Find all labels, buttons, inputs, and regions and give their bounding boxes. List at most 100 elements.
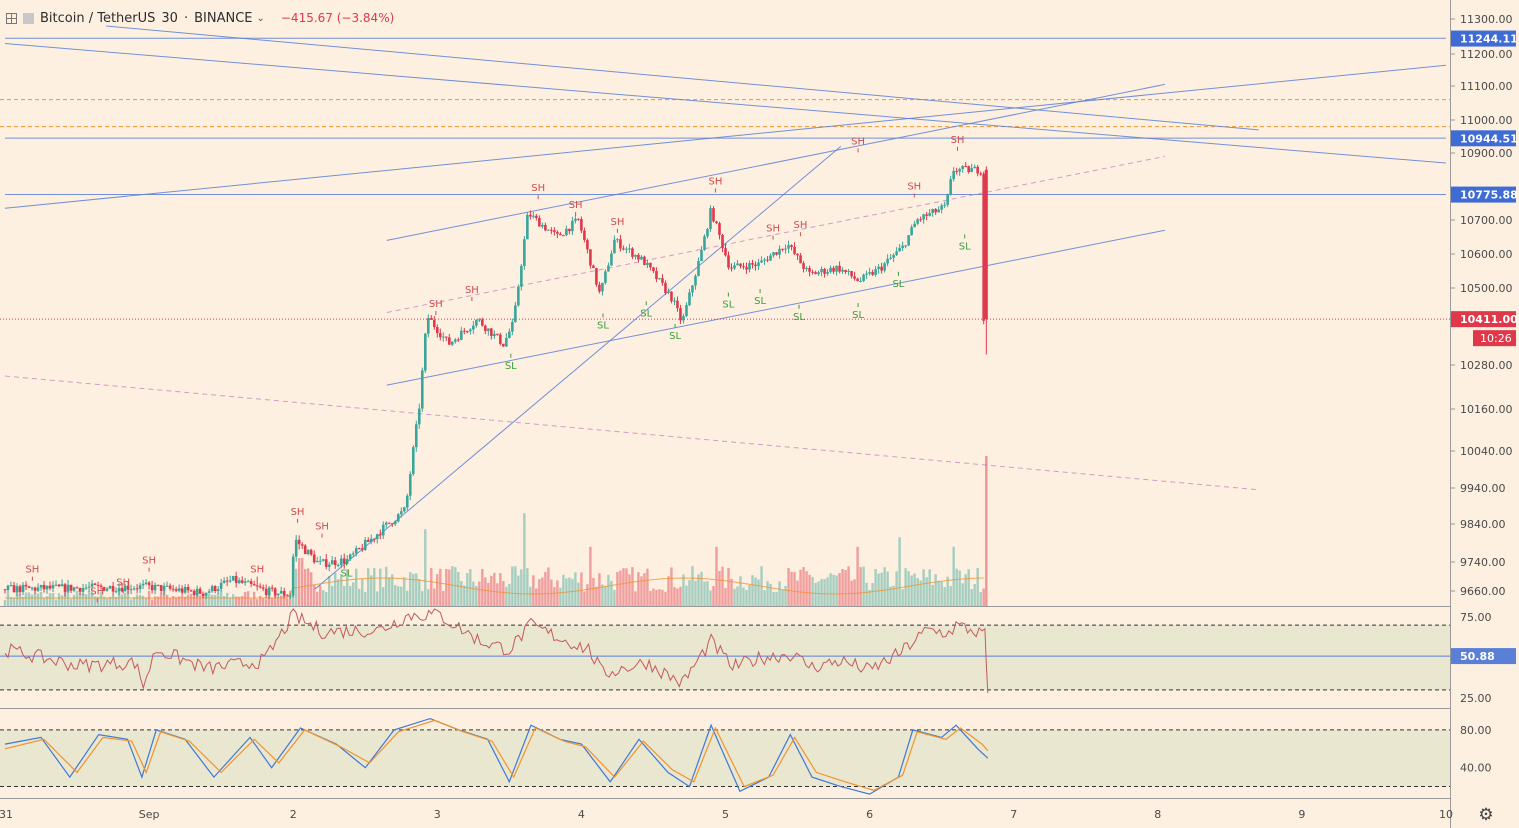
pivot-low-label: SL <box>341 568 353 579</box>
candle-body <box>15 586 19 593</box>
price-label-box[interactable] <box>1451 311 1516 328</box>
candle-body <box>228 580 232 582</box>
countdown-box <box>1473 330 1516 347</box>
volume-bar <box>835 575 838 606</box>
volume-bar <box>985 456 988 606</box>
candle-body <box>703 236 706 250</box>
candle-body <box>198 588 202 594</box>
interval-label[interactable]: 30 <box>161 10 178 26</box>
candle-body <box>892 254 895 258</box>
trendline[interactable] <box>386 155 1166 313</box>
volume-bar <box>832 574 835 606</box>
trendline[interactable] <box>314 146 842 590</box>
volume-bar <box>901 589 904 606</box>
expand-icon[interactable] <box>6 12 17 24</box>
trendline[interactable] <box>105 25 1259 131</box>
volume-bar <box>273 593 277 606</box>
candle-body <box>661 278 664 283</box>
price-label-box[interactable] <box>1451 130 1516 147</box>
volume-bar <box>448 569 451 606</box>
volume-bar <box>787 567 790 606</box>
volume-bar <box>706 581 709 606</box>
candle-body <box>3 589 7 591</box>
trendline[interactable] <box>386 229 1166 386</box>
volume-bar <box>135 594 139 606</box>
volume-bar <box>871 583 874 606</box>
symbol-legend[interactable]: Bitcoin / TetherUS 30 · BINANCE ⌄ −415.6… <box>6 8 394 28</box>
candle-body <box>132 588 136 590</box>
candle-body <box>517 286 520 306</box>
volume-bar <box>877 573 880 606</box>
candle-body <box>724 248 727 256</box>
volume-bar <box>937 580 940 606</box>
candle-body <box>372 538 376 540</box>
trendline[interactable] <box>4 375 1259 491</box>
volume-bar <box>400 586 403 606</box>
volume-bar <box>156 596 160 606</box>
price-label-box[interactable] <box>1451 186 1516 203</box>
candle-body <box>129 589 133 591</box>
rsi-band-fill <box>0 625 1450 690</box>
symbol-name[interactable]: Bitcoin / TetherUS <box>40 10 156 26</box>
candle-body <box>937 209 940 213</box>
volume-bar <box>466 573 469 606</box>
candle-body <box>949 179 952 195</box>
price-label-box[interactable] <box>1451 30 1516 47</box>
candle-body <box>213 586 217 592</box>
volume-bar <box>18 594 22 606</box>
volume-bar <box>475 585 478 606</box>
pivot-high-label: SH <box>291 507 305 518</box>
candle-body <box>964 166 967 168</box>
volume-bar <box>84 594 88 606</box>
candle-body <box>562 235 565 237</box>
volume-bar <box>847 566 850 606</box>
candle-body <box>865 273 868 275</box>
candle-body <box>502 343 505 347</box>
volume-bar <box>880 572 883 606</box>
volume-bar <box>126 591 130 606</box>
chevron-down-icon[interactable]: ⌄ <box>256 12 265 24</box>
candle-body <box>970 168 973 173</box>
candle-body <box>45 585 49 590</box>
candle-body <box>664 282 667 293</box>
candle-body <box>472 325 475 330</box>
candle-body <box>511 321 514 332</box>
gear-icon[interactable]: ⚙ <box>1478 805 1494 825</box>
candle-body <box>72 587 76 591</box>
trendline[interactable] <box>4 43 1447 164</box>
trendline[interactable] <box>386 83 1166 241</box>
candle-body <box>147 582 151 586</box>
volume-bar <box>192 597 196 606</box>
pivot-high-label: SH <box>610 217 624 228</box>
candle-body <box>925 214 928 216</box>
candle-body <box>841 269 844 272</box>
volume-bar <box>517 575 520 606</box>
price-tick-label: 9740.00 <box>1460 556 1506 569</box>
candle-body <box>420 370 424 409</box>
volume-bar <box>586 584 589 606</box>
candle-body <box>730 267 733 269</box>
candle-body <box>123 585 127 592</box>
candle-body <box>958 168 961 172</box>
candle-body <box>63 584 67 592</box>
candle-body <box>484 325 487 332</box>
candle-body <box>87 586 91 588</box>
price-change: −415.67 (−3.84%) <box>280 11 395 25</box>
price-tick-label: 11200.00 <box>1460 48 1513 61</box>
separator-dot: · <box>183 10 189 26</box>
candle-body <box>553 230 556 233</box>
volume-bar <box>562 574 565 606</box>
volume-bar <box>234 596 238 606</box>
candle-body <box>42 584 46 590</box>
candle-body <box>54 584 58 586</box>
candle-body <box>303 545 307 555</box>
candle-body <box>559 233 562 236</box>
volume-bar <box>649 591 652 606</box>
volume-bar <box>691 566 694 606</box>
exchange-label[interactable]: BINANCE <box>194 10 253 26</box>
volume-bar <box>940 581 943 606</box>
candle-body <box>39 584 43 588</box>
trendline[interactable] <box>4 64 1447 209</box>
price-tick-label: 10600.00 <box>1460 248 1513 261</box>
